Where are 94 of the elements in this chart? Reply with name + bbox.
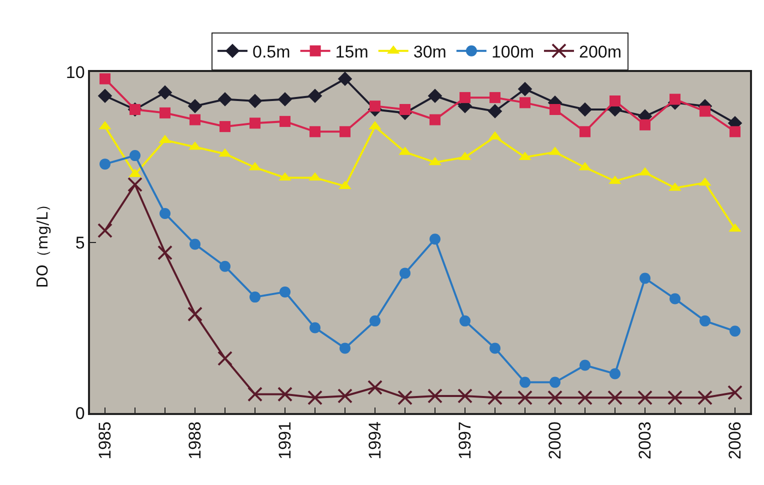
point [130,150,140,162]
point [520,376,530,388]
point [188,98,202,114]
point [368,380,382,395]
point [460,315,470,326]
point [188,306,202,322]
point [730,126,740,138]
point [310,322,320,334]
legend-label: 200m [578,42,622,62]
point [400,268,410,279]
x-tick-label: 2006 [726,422,745,460]
point [550,376,560,388]
point [490,342,500,354]
point [278,386,292,402]
point [458,388,472,404]
point [580,126,590,138]
point [610,368,620,380]
x-tick-label: 1988 [186,422,205,460]
point [100,73,110,84]
point [220,260,230,272]
x-tick-label: 1991 [276,422,295,460]
point [370,100,380,112]
point [308,390,322,406]
point [548,390,562,406]
point [428,88,442,104]
x-tick-label: 2003 [636,422,655,460]
point [430,234,440,245]
y-tick-label: 0 [75,404,85,423]
y-tick-label: 5 [75,233,85,252]
point [578,102,592,117]
legend-label: 0.5m [252,42,290,62]
point [728,385,742,400]
point [190,238,200,250]
point [310,126,320,138]
legend-label: 100m [491,42,534,62]
point [520,97,530,108]
legend-label: 30m [413,42,446,62]
point [578,390,592,406]
point [250,118,260,129]
point [128,177,142,192]
point [730,326,740,337]
point [308,88,322,104]
point [370,315,380,326]
point [340,126,350,138]
point [278,92,292,106]
point [518,82,532,96]
point [280,116,290,127]
point [100,158,110,170]
point [580,360,590,371]
point [158,85,172,100]
point [518,390,532,406]
point [98,223,112,238]
point [488,104,502,118]
point [640,119,650,130]
x-tick-label: 2000 [546,422,565,460]
point [698,390,712,406]
point [340,342,350,354]
x-tick-label: 1997 [456,422,475,460]
point [158,245,172,260]
point [488,390,502,406]
point [700,106,710,117]
point [250,292,260,303]
point [550,104,560,116]
point [490,92,500,104]
point [248,386,262,402]
point [670,94,680,105]
point [608,390,622,406]
y-tick-label: 10 [66,62,85,82]
x-tick-label: 1994 [366,422,385,460]
point [610,95,620,106]
legend-label: 15m [335,42,368,62]
point [398,390,412,406]
point [160,208,170,220]
point [338,72,352,86]
point [640,272,650,284]
point [220,121,230,132]
point [248,94,262,108]
point [700,315,710,326]
point [400,104,410,116]
point [338,388,352,404]
point [218,350,232,366]
x-tick-label: 1985 [96,422,115,460]
point [280,286,290,298]
point [460,92,470,104]
point [190,114,200,126]
point [638,390,652,406]
point [160,107,170,118]
point [428,388,442,404]
point [430,114,440,126]
point [218,92,232,106]
point [98,88,112,104]
point [670,293,680,304]
y-axis-title: DO（mg/L） [34,197,52,288]
point [668,390,682,406]
